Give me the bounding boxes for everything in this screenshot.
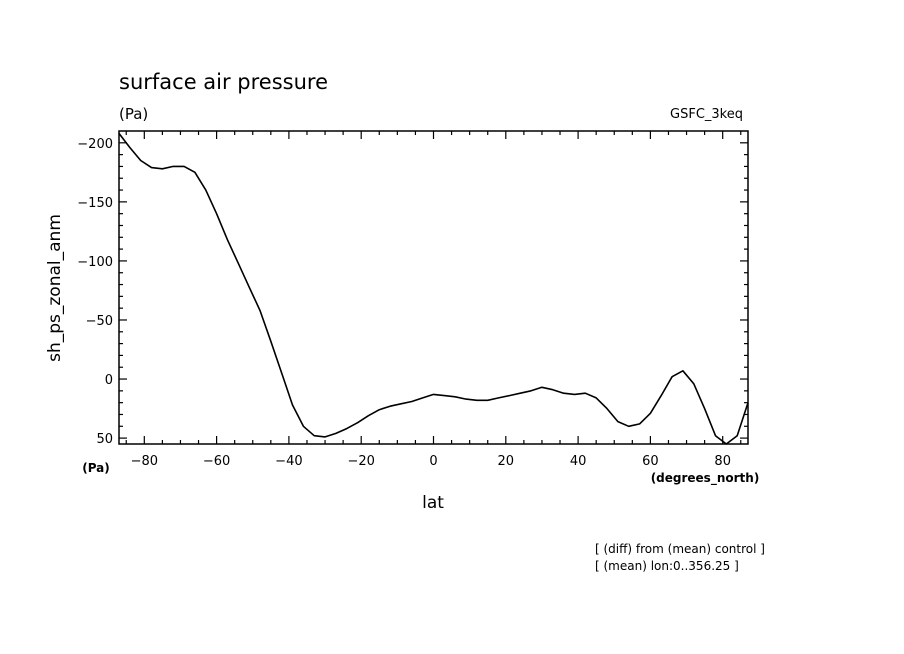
- x-tick-label: 60: [642, 454, 659, 469]
- y-tick-labels: −200 −150 −100 −50 0 50: [77, 137, 113, 447]
- x-tick-label: −40: [275, 454, 302, 469]
- chart-title: surface air pressure: [119, 70, 328, 94]
- y-tick-label: −50: [86, 314, 113, 329]
- x-tick-label: 40: [570, 454, 587, 469]
- x-tick-label: −60: [203, 454, 230, 469]
- x-ticks: [125, 131, 742, 444]
- y-tick-label: −150: [77, 196, 113, 211]
- y-axis-units: (Pa): [82, 461, 110, 475]
- note-mean: [ (mean) lon:0..356.25 ]: [595, 559, 739, 573]
- y-axis-label: sh_ps_zonal_anm: [45, 214, 65, 362]
- y-tick-label: 50: [96, 432, 113, 447]
- x-tick-labels: −80 −60 −40 −20 0 20 40 60 80: [131, 454, 731, 469]
- title-units: (Pa): [119, 105, 148, 123]
- y-tick-label: −100: [77, 255, 113, 270]
- x-tick-label: 20: [498, 454, 515, 469]
- note-diff: [ (diff) from (mean) control ]: [595, 542, 765, 556]
- series-line: [118, 132, 749, 445]
- x-axis-units: (degrees_north): [651, 471, 760, 486]
- y-ticks: [119, 142, 748, 439]
- plot-frame: [118, 130, 749, 445]
- x-tick-label: 0: [429, 454, 437, 469]
- x-tick-label: −80: [131, 454, 158, 469]
- y-tick-label: 0: [105, 373, 113, 388]
- x-axis-label: lat: [422, 493, 444, 513]
- x-tick-label: −20: [347, 454, 374, 469]
- y-tick-label: −200: [77, 137, 113, 152]
- model-label: GSFC_3keq: [670, 107, 743, 122]
- x-tick-label: 80: [714, 454, 731, 469]
